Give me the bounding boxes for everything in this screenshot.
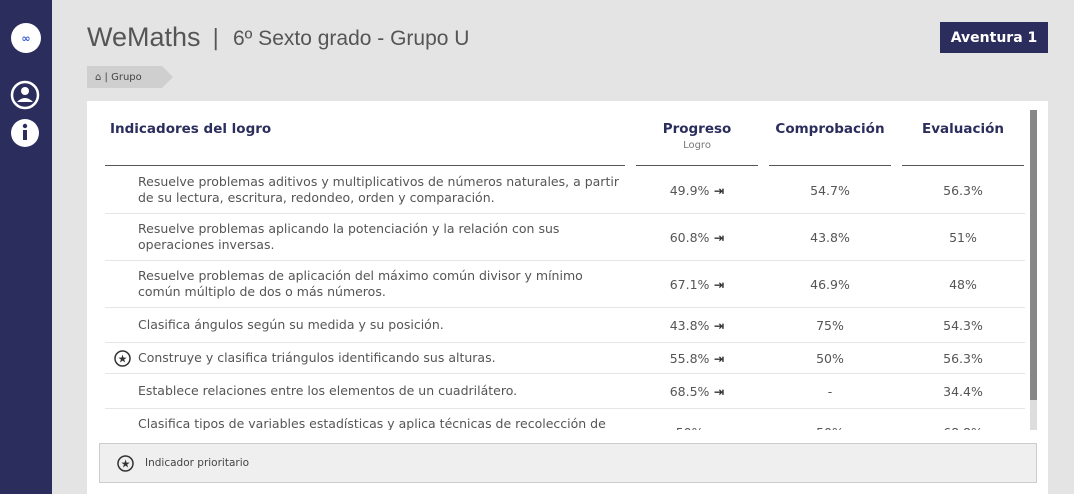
breadcrumb-item: Grupo [111,71,142,83]
progress-cell: 50% ⇥ [667,425,727,431]
panel: Indicadores del logro Progreso Logro Comp… [87,101,1048,494]
table-row: Resuelve problemas aplicando la potencia… [105,214,1025,261]
legend-text: Indicador prioritario [145,457,250,469]
table-row: Resuelve problemas de aplicación del máx… [105,261,1025,308]
export-icon[interactable]: ⇥ [709,317,725,333]
column-header: Indicadores del logro [110,121,272,137]
export-icon[interactable]: ⇥ [709,229,725,245]
check-value: 50% [816,350,844,366]
adventure-button[interactable]: Aventura 1 [940,22,1048,53]
table-row: Clasifica ángulos según su medida y su p… [105,308,1025,343]
progress-cell: 60.8% ⇥ [667,230,727,245]
info-icon[interactable] [10,118,40,148]
indicator-text: Clasifica tipos de variables estadística… [138,416,606,430]
column-title: Progreso [662,121,732,137]
progress-cell: 67.1% ⇥ [667,277,727,292]
eval-value: 48% [949,276,977,292]
progress-value: 67.1% [669,276,710,292]
underline [902,165,1024,166]
svg-text:★: ★ [121,458,131,471]
progress-value: 49.9% [669,182,710,198]
home-icon: ⌂ | [95,71,112,83]
check-value: 50% [769,425,891,431]
check-value: 43.8% [810,229,850,245]
legend: ★ Indicador prioritario [99,443,1037,483]
progress-cell: 55.8% ⇥ [667,351,727,366]
scroll-thumb[interactable] [1030,110,1037,400]
table-row: ★ Construye y clasifica triángulos identi… [105,343,1025,374]
sidebar: ∞ [0,0,52,494]
star-icon: ★ [117,455,134,472]
breadcrumb[interactable]: ⌂ | Grupo [87,66,173,88]
underline [636,165,758,166]
indicator-text: Resuelve problemas aditivos y multiplica… [138,174,619,205]
export-icon[interactable]: ⇥ [709,350,725,366]
priority-star: ★ [114,349,131,367]
progress-cell: 43.8% ⇥ [667,318,727,333]
table-body: Resuelve problemas aditivos y multiplica… [105,167,1025,430]
group-title: 6º Sexto grado - Grupo U [233,27,470,50]
check-value: 46.9% [810,276,850,292]
table-row: Clasifica tipos de variables estadística… [105,409,1025,430]
progress-value: 68.5% [669,383,710,399]
user-icon[interactable] [10,80,40,110]
table-row: Establece relaciones entre los elementos… [105,374,1025,409]
export-icon[interactable]: ⇥ [709,182,725,198]
underline [105,165,625,166]
export-icon[interactable]: ⇥ [709,383,725,399]
underline [769,165,891,166]
column-header: Progreso Logro [647,121,747,151]
indicator-text: Clasifica ángulos según su medida y su p… [138,317,444,332]
export-icon[interactable]: ⇥ [709,276,725,292]
indicator-text: Resuelve problemas aplicando la potencia… [138,221,560,252]
column-header: Comprobación [775,121,885,137]
progress-value: 50% [676,425,704,431]
progress-value: 55.8% [669,350,710,366]
table-row: Resuelve problemas aditivos y multiplica… [105,167,1025,214]
indicator-text: Resuelve problemas de aplicación del máx… [138,268,583,299]
logo[interactable]: ∞ [10,22,42,54]
separator: | [212,26,220,51]
column-header: Evaluación [922,121,1004,137]
eval-value: 68.8% [902,425,1024,431]
eval-value: 54.3% [943,317,983,333]
indicator-text: Construye y clasifica triángulos identif… [138,350,496,365]
eval-value: 34.4% [943,383,983,399]
eval-value: 51% [949,229,977,245]
svg-text:★: ★ [118,352,128,365]
indicator-text: Establece relaciones entre los elementos… [138,383,518,398]
progress-value: 60.8% [669,229,710,245]
check-value: 54.7% [810,182,850,198]
svg-text:∞: ∞ [21,32,30,45]
export-icon[interactable]: ⇥ [703,425,718,431]
progress-cell: 49.9% ⇥ [667,183,727,198]
column-subtitle: Logro [683,140,711,151]
brand: WeMaths [87,22,201,52]
progress-value: 43.8% [669,317,710,333]
eval-value: 56.3% [943,182,983,198]
check-value: - [827,383,833,399]
check-value: 75% [816,317,844,333]
progress-cell: 68.5% ⇥ [667,384,727,399]
eval-value: 56.3% [943,350,983,366]
